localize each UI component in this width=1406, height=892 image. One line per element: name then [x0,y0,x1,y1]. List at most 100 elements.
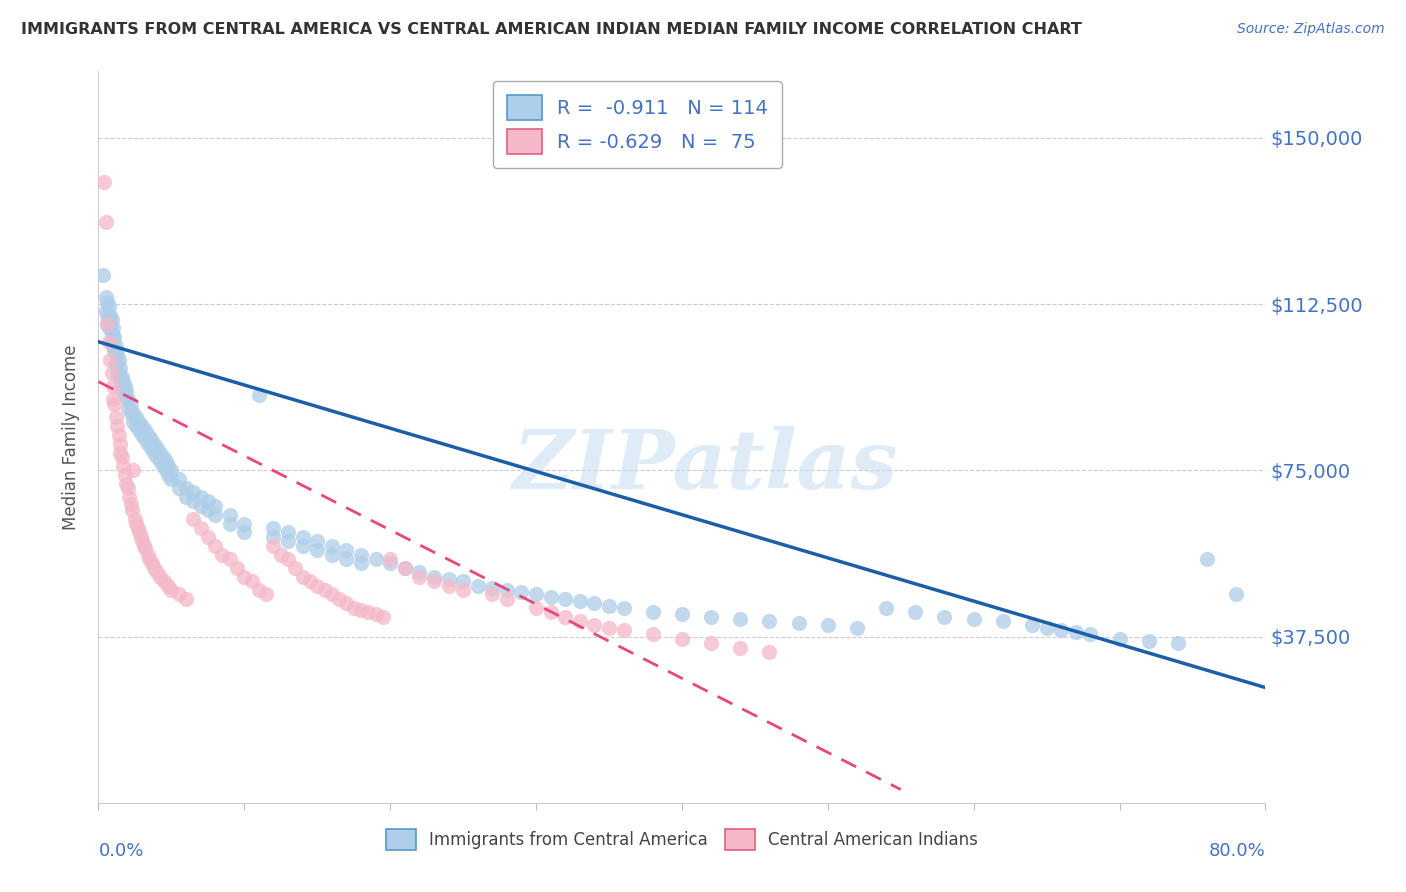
Point [641,627,664,641]
Point [103,330,125,344]
Point [211,548,233,562]
Point [233,570,256,584]
Point [128,415,150,429]
Point [612,623,634,637]
Point [758,645,780,659]
Point [962,612,984,626]
Point [314,582,336,597]
Point [350,603,373,617]
Point [758,614,780,628]
Point [510,585,533,599]
Point [262,521,284,535]
Point [149,445,172,459]
Point [105,366,128,380]
Point [96,317,118,331]
Point [111,370,134,384]
Point [174,490,197,504]
Point [131,534,153,549]
Point [155,454,177,468]
Point [120,406,142,420]
Point [262,539,284,553]
Point [167,481,190,495]
Point [96,294,118,309]
Point [364,552,387,566]
Point [408,570,430,584]
Point [108,366,131,380]
Point [139,432,162,446]
Point [233,525,256,540]
Point [100,312,122,326]
Point [190,490,212,504]
Point [121,503,143,517]
Point [204,539,226,553]
Point [335,543,357,558]
Point [904,605,927,619]
Point [129,530,152,544]
Point [160,463,183,477]
Point [142,436,165,450]
Point [96,308,118,322]
Point [335,552,357,566]
Point [110,370,132,384]
Point [408,566,430,580]
Point [1225,587,1247,601]
Point [846,621,869,635]
Point [328,591,350,606]
Point [371,609,394,624]
Point [114,388,136,402]
Point [136,548,159,562]
Point [103,343,125,358]
Point [554,591,576,606]
Point [97,334,120,349]
Point [197,530,219,544]
Point [598,621,620,635]
Point [104,410,127,425]
Point [875,600,897,615]
Point [117,401,139,416]
Point [142,561,165,575]
Point [142,445,165,459]
Point [481,581,503,595]
Point [105,348,128,362]
Point [218,552,240,566]
Point [100,366,122,380]
Point [104,357,127,371]
Point [146,566,169,580]
Point [155,463,177,477]
Point [97,312,120,326]
Point [136,436,159,450]
Point [568,614,591,628]
Point [128,424,150,438]
Point [174,591,197,606]
Point [226,561,249,575]
Point [233,516,256,531]
Legend: Immigrants from Central America, Central American Indians: Immigrants from Central America, Central… [380,822,984,856]
Point [111,379,134,393]
Text: 0.0%: 0.0% [98,842,143,860]
Point [343,600,366,615]
Point [112,375,135,389]
Point [134,424,156,438]
Point [291,530,314,544]
Point [167,472,190,486]
Point [277,525,299,540]
Point [128,525,150,540]
Point [583,618,606,632]
Point [105,357,128,371]
Point [1108,632,1130,646]
Point [181,485,204,500]
Point [277,552,299,566]
Point [1021,618,1043,632]
Point [114,379,136,393]
Point [93,175,115,189]
Point [298,574,321,589]
Point [612,600,634,615]
Point [364,607,387,622]
Point [94,290,117,304]
Point [108,352,131,367]
Point [554,609,576,624]
Point [110,379,132,393]
Point [122,406,145,420]
Point [110,445,132,459]
Point [160,582,183,597]
